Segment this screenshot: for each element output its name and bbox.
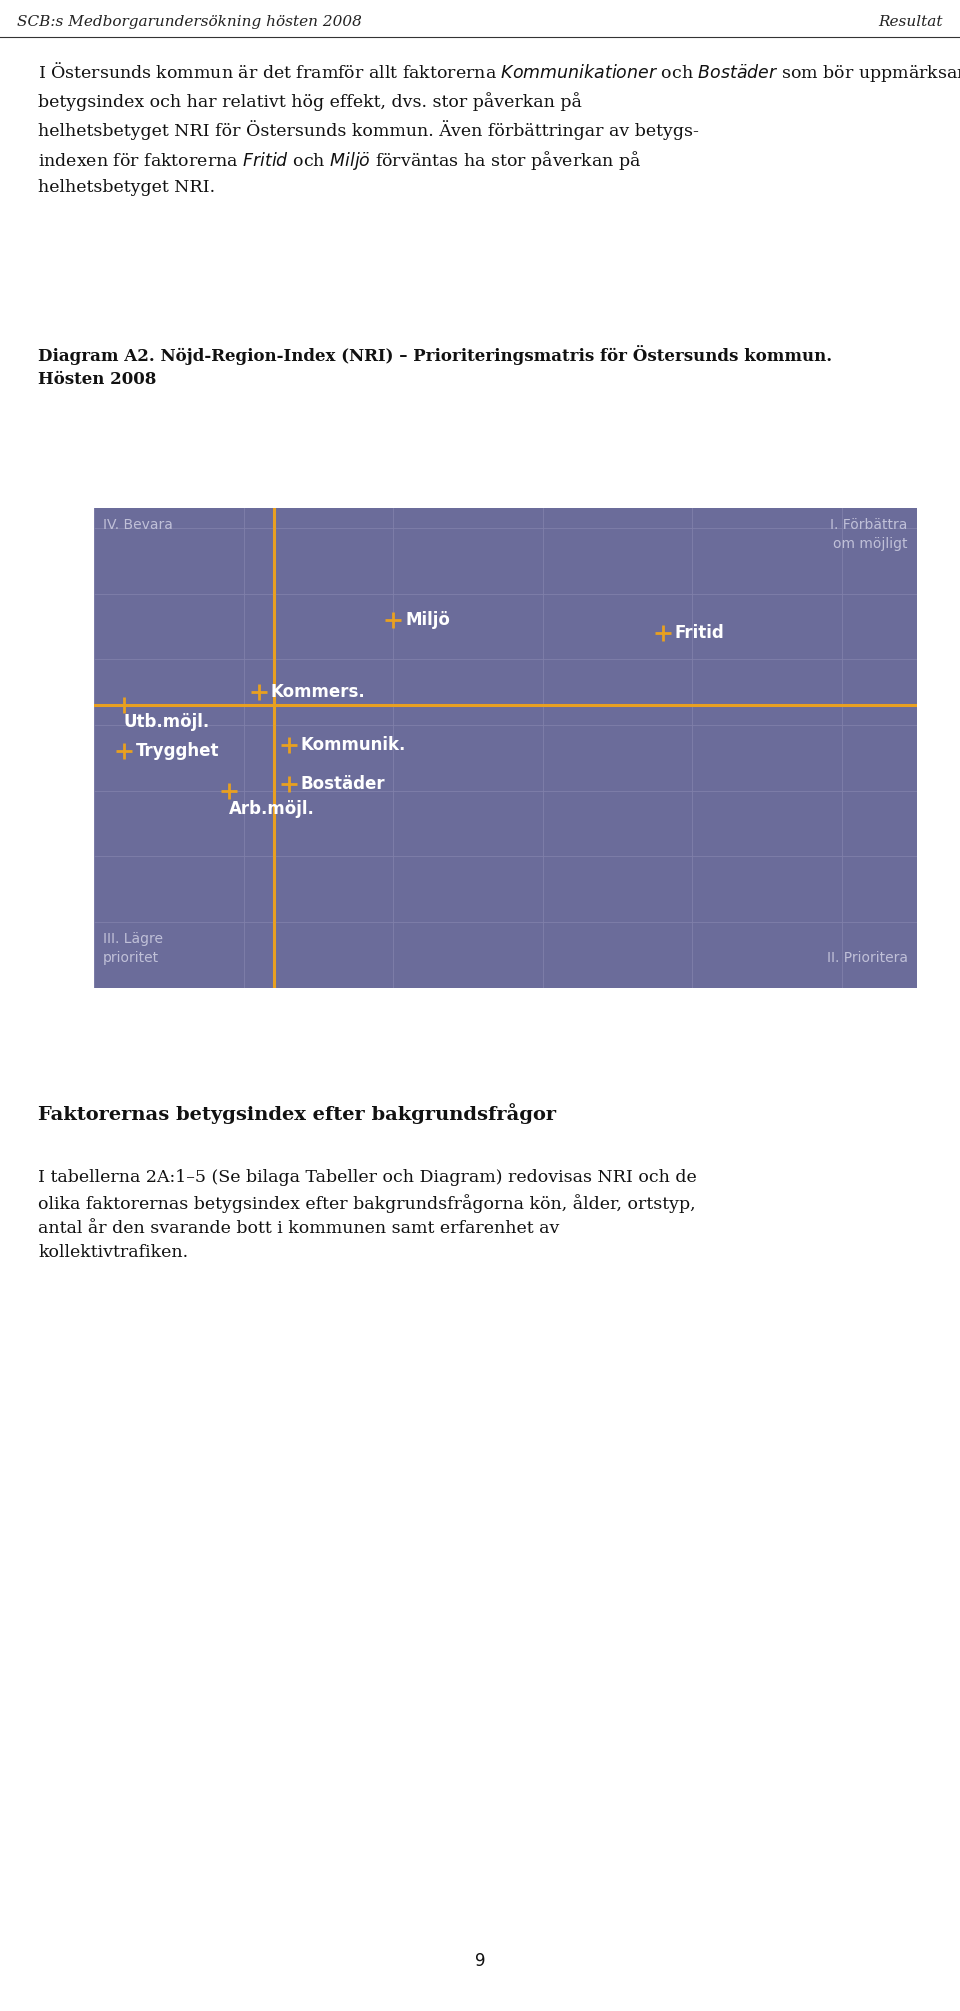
- Text: Kommunik.: Kommunik.: [300, 736, 406, 754]
- Text: I. Förbättra
om möjligt: I. Förbättra om möjligt: [830, 519, 908, 551]
- Text: I tabellerna 2A:1–5 (Se bilaga Tabeller och Diagram) redovisas NRI och de
olika : I tabellerna 2A:1–5 (Se bilaga Tabeller …: [38, 1168, 697, 1261]
- Text: 9: 9: [475, 1953, 485, 1969]
- Text: III. Lägre
prioritet: III. Lägre prioritet: [103, 933, 163, 965]
- Text: Utb.möjl.: Utb.möjl.: [124, 712, 210, 730]
- Text: Östersunds kommun: Östersunds kommun: [659, 469, 917, 489]
- Text: Fritid: Fritid: [675, 623, 724, 642]
- Text: Kommers.: Kommers.: [271, 684, 366, 702]
- Text: Betygsindex: Betygsindex: [33, 471, 149, 489]
- Text: Diagram A2. Nöjd-Region-Index (NRI) – Prioriteringsmatris för Östersunds kommun.: Diagram A2. Nöjd-Region-Index (NRI) – Pr…: [38, 346, 832, 388]
- Text: Bostäder: Bostäder: [300, 774, 385, 792]
- Text: Trygghet: Trygghet: [136, 742, 220, 760]
- Text: Miljö: Miljö: [405, 611, 450, 629]
- Text: Faktorernas betygsindex efter bakgrundsfrågor: Faktorernas betygsindex efter bakgrundsf…: [38, 1102, 557, 1124]
- Text: Arb.möjl.: Arb.möjl.: [228, 800, 315, 818]
- Text: I Östersunds kommun är det framför allt faktorerna $\it{Kommunikationer}$ och $\: I Östersunds kommun är det framför allt …: [38, 60, 960, 197]
- Text: SCB:s Medborgarundersökning hösten 2008: SCB:s Medborgarundersökning hösten 2008: [17, 14, 362, 28]
- Text: II. Prioritera: II. Prioritera: [827, 951, 908, 965]
- Text: Resultat: Resultat: [878, 14, 943, 28]
- Text: IV. Bevara: IV. Bevara: [103, 519, 173, 533]
- Text: Effekt: Effekt: [877, 1030, 933, 1048]
